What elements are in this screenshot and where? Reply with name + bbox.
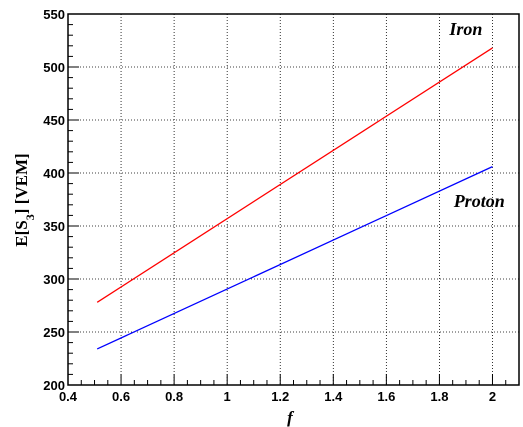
y-axis-title-rest: ] [VEM] xyxy=(12,153,31,214)
y-axis-title-main: E[S xyxy=(12,220,31,246)
series-label-iron: Iron xyxy=(448,19,482,39)
x-tick-label: 1.4 xyxy=(324,389,343,404)
x-tick-label: 0.6 xyxy=(112,389,130,404)
x-tick-label: 1.8 xyxy=(430,389,448,404)
x-tick-label: 1.6 xyxy=(377,389,395,404)
x-tick-label: 2 xyxy=(489,389,496,404)
y-tick-label: 250 xyxy=(43,325,65,340)
grid xyxy=(68,14,519,385)
series-line-iron xyxy=(96,47,493,303)
tick-labels: 0.4 0.6 0.8 1 1.2 1.4 1.6 1.8 2 200 250 300 350 400 45… xyxy=(43,7,496,404)
y-tick-label: 550 xyxy=(43,7,65,22)
series-lines xyxy=(96,47,493,350)
y-tick-label: 400 xyxy=(43,166,65,181)
y-tick-label: 300 xyxy=(43,272,65,287)
y-axis-title-sub: 3 xyxy=(23,214,37,220)
y-axis-title: E[S3] [VEM] xyxy=(12,153,37,246)
x-tick-label: 1.2 xyxy=(271,389,289,404)
series-label-proton: Proton xyxy=(453,191,505,211)
y-tick-label: 200 xyxy=(43,378,65,393)
series-line-proton xyxy=(96,166,493,350)
y-tick-label: 450 xyxy=(43,113,65,128)
ticks xyxy=(67,13,507,386)
y-tick-label: 500 xyxy=(43,60,65,75)
plot-frame xyxy=(67,13,520,386)
y-tick-label: 350 xyxy=(43,219,65,234)
series-labels: Iron Proton xyxy=(448,19,504,211)
x-tick-label: 0.8 xyxy=(165,389,183,404)
x-axis-title: f xyxy=(287,408,295,427)
x-tick-label: 1 xyxy=(224,389,231,404)
x-tick-label: 0.4 xyxy=(59,389,78,404)
